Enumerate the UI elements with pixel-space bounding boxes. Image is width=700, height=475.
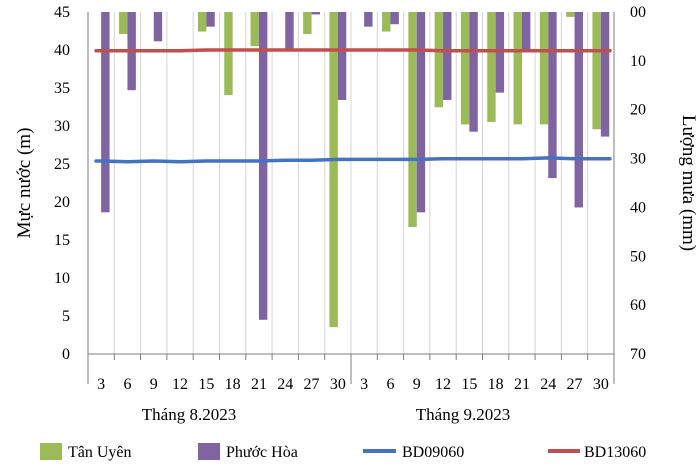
x-tick-label: 24: [277, 376, 293, 393]
bar-phuoc-hoa-18: [548, 12, 557, 179]
bar-tan-uyen-15: [460, 12, 470, 125]
left-tick-label: 35: [54, 80, 70, 97]
group-label-august: Tháng 8.2023: [142, 405, 236, 424]
bar-phuoc-hoa-5: [206, 12, 215, 27]
legend-label-phuoc-hoa: Phước Hòa: [226, 444, 298, 461]
left-axis-title: Mực nước (m): [14, 128, 35, 239]
left-tick-label: 10: [54, 270, 70, 287]
bar-phuoc-hoa-11: [364, 12, 373, 27]
bar-phuoc-hoa-20: [600, 12, 610, 137]
legend-swatch-phuoc-hoa: [198, 443, 220, 460]
x-tick-label: 3: [360, 376, 368, 393]
x-tick-label: 12: [435, 376, 451, 393]
bar-phuoc-hoa-1: [101, 12, 110, 213]
x-tick-label: 21: [251, 376, 267, 393]
bar-tan-uyen-20: [592, 12, 601, 130]
bar-phuoc-hoa-19: [574, 12, 583, 208]
left-tick-label: 30: [54, 118, 70, 135]
legend-swatch-tan-uyen: [40, 443, 62, 460]
left-tick-label: 25: [54, 156, 70, 173]
right-tick-label: 20: [630, 102, 646, 119]
bar-phuoc-hoa-17: [521, 12, 531, 52]
left-tick-label: 5: [62, 308, 70, 325]
bar-tan-uyen-10: [329, 12, 338, 328]
right-tick-label: 60: [630, 297, 646, 314]
bar-phuoc-hoa-8: [285, 12, 294, 52]
bar-phuoc-hoa-7: [258, 12, 268, 320]
x-tick-label: 15: [461, 376, 477, 393]
bar-tan-uyen-18: [539, 12, 549, 125]
bar-tan-uyen-13: [408, 12, 417, 227]
axes: [87, 12, 615, 384]
bar-phuoc-hoa-13: [416, 12, 426, 213]
legend-label-bd09060: BD09060: [402, 444, 464, 461]
line-bd13060: [94, 48, 612, 53]
bar-phuoc-hoa-3: [153, 12, 163, 42]
bar-tan-uyen-9: [303, 12, 312, 34]
x-tick-label: 21: [514, 376, 530, 393]
bar-phuoc-hoa-15: [469, 12, 478, 132]
right-tick-label: 00: [630, 4, 646, 21]
right-tick-label: 50: [630, 248, 646, 265]
legend-label-tan-uyen: Tân Uyên: [68, 444, 132, 461]
x-tick-label: 3: [97, 376, 105, 393]
line-series-group: [94, 48, 612, 164]
bar-phuoc-hoa-10: [337, 12, 347, 100]
bar-tan-uyen-6: [224, 12, 233, 96]
right-axis-title: Lượng mưa (mm): [678, 115, 699, 251]
right-tick-label: 10: [630, 53, 646, 70]
bar-phuoc-hoa-9: [311, 12, 320, 15]
left-tick-label: 0: [62, 346, 70, 363]
bar-tan-uyen-12: [382, 12, 391, 32]
x-tick-label: 24: [540, 376, 556, 393]
legend: Tân Uyên Phước Hòa BD09060 BD13060: [40, 443, 646, 461]
x-tick-label: 6: [123, 376, 131, 393]
bar-tan-uyen-17: [513, 12, 522, 125]
legend-label-bd13060: BD13060: [584, 444, 646, 461]
bar-tan-uyen-7: [250, 12, 259, 47]
tick-labels: 0 5 10 15 20 25 30 35 40 45 00 10 20 30 40 50 60 70 3 6 9 12 1…: [54, 4, 646, 393]
x-tick-label: 15: [198, 376, 214, 393]
x-tick-label: 12: [172, 376, 188, 393]
left-tick-label: 45: [54, 4, 70, 21]
bar-tan-uyen-5: [197, 12, 207, 32]
line-bd09060: [94, 156, 612, 164]
bar-tan-uyen-19: [566, 12, 575, 17]
bar-tan-uyen-14: [434, 12, 444, 108]
x-tick-label: 30: [330, 376, 346, 393]
left-tick-label: 40: [54, 42, 70, 59]
x-tick-label: 18: [488, 376, 504, 393]
bar-series-group: [101, 12, 610, 328]
x-tick-label: 30: [593, 376, 609, 393]
bar-tan-uyen-16: [487, 12, 496, 122]
right-tick-label: 40: [630, 199, 646, 216]
right-tick-label: 30: [630, 151, 646, 168]
x-tick-label: 9: [413, 376, 421, 393]
x-tick-label: 9: [150, 376, 158, 393]
left-tick-label: 20: [54, 194, 70, 211]
group-label-september: Tháng 9.2023: [416, 405, 510, 424]
x-tick-label: 18: [225, 376, 241, 393]
right-tick-label: 70: [630, 346, 646, 363]
bar-tan-uyen-2: [119, 12, 128, 34]
bar-phuoc-hoa-14: [443, 12, 452, 100]
gridlines: [113, 12, 589, 354]
bar-phuoc-hoa-12: [390, 12, 399, 25]
x-tick-label: 6: [386, 376, 394, 393]
x-tick-label: 27: [567, 376, 583, 393]
x-tick-label: 27: [304, 376, 320, 393]
left-tick-label: 15: [54, 232, 70, 249]
